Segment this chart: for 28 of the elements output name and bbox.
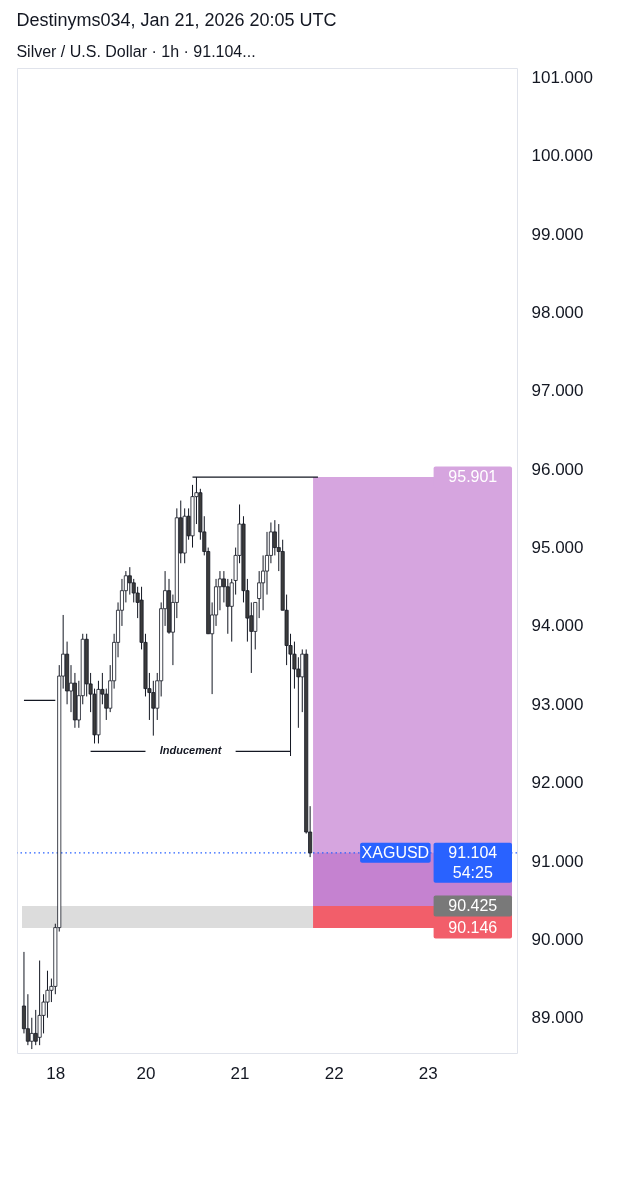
y-tick-label: 101.000 bbox=[531, 67, 593, 87]
y-tick-label: 94.000 bbox=[531, 616, 584, 636]
ref-line-label: XAGUSD bbox=[361, 843, 430, 861]
y-tick-label: 95.000 bbox=[531, 538, 584, 558]
band-label: 95.901 bbox=[448, 467, 498, 485]
y-tick-label: 100.000 bbox=[531, 146, 593, 166]
y-tick-label: 93.000 bbox=[531, 694, 584, 714]
x-tick-label: 20 bbox=[136, 1063, 156, 1083]
y-tick-label: 96.000 bbox=[531, 459, 584, 479]
y-tick-label: 89.000 bbox=[531, 1008, 584, 1028]
x-tick-label: 23 bbox=[418, 1063, 438, 1083]
band-label: 90.425 bbox=[448, 897, 498, 915]
band-label: 90.146 bbox=[448, 918, 498, 936]
y-tick-label: 97.000 bbox=[531, 381, 584, 401]
annotation: Inducement bbox=[159, 744, 223, 757]
chart-subtitle: Silver / U.S. Dollar · 1h · 91.104... bbox=[16, 43, 256, 60]
y-tick-label: 90.000 bbox=[531, 929, 584, 949]
y-tick-label: 99.000 bbox=[531, 224, 584, 244]
x-tick-label: 22 bbox=[324, 1063, 344, 1083]
chart-title: Destinyms034, Jan 21, 2026 20:05 UTC bbox=[16, 10, 337, 30]
annotation: 54:25 bbox=[452, 863, 493, 881]
y-tick-label: 92.000 bbox=[531, 773, 584, 793]
x-tick-label: 21 bbox=[230, 1063, 250, 1083]
candlestick bbox=[37, 960, 42, 1046]
y-tick-label: 98.000 bbox=[531, 302, 584, 322]
annotation: 91.104 bbox=[448, 843, 498, 861]
y-tick-label: 91.000 bbox=[531, 851, 584, 871]
x-tick-label: 18 bbox=[46, 1063, 66, 1083]
